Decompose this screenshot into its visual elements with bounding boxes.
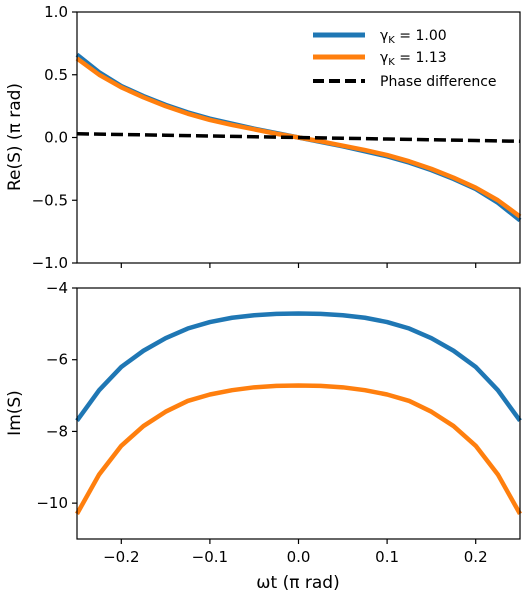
bottom-series-line-k-1-00 xyxy=(75,311,522,422)
top-y-axis-label: Re(S) (π rad) xyxy=(5,83,25,191)
bottom-yticks: −10 −8 −6 −4 xyxy=(36,279,77,512)
bottom-ytick-label: −6 xyxy=(46,351,68,369)
bottom-xtick-label: 0.1 xyxy=(375,548,399,566)
bottom-x-axis-label: ωt (π rad) xyxy=(256,573,339,593)
bottom-series-group xyxy=(75,311,522,516)
legend-label-phase-difference: Phase difference xyxy=(380,74,497,90)
top-ytick-label: 1.0 xyxy=(44,3,68,21)
bottom-xtick-label: 0.2 xyxy=(464,548,488,566)
top-panel: −1.0 −0.5 0.0 0.5 1.0 Re(S) (π rad) γK = 1.0… xyxy=(5,3,522,272)
top-ytick-label: −0.5 xyxy=(32,191,68,209)
bottom-xticks: −0.2 −0.1 0.0 0.1 0.2 xyxy=(103,539,488,566)
bottom-xtick-label: −0.1 xyxy=(192,548,228,566)
bottom-panel: −10 −8 −6 −4 −0.2 −0.1 0.0 0.1 0.2 Im(S) ωt (π … xyxy=(5,279,522,593)
bottom-xtick-label: −0.2 xyxy=(103,548,139,566)
bottom-xtick-label: 0.0 xyxy=(287,548,311,566)
top-series-group xyxy=(75,52,522,223)
bottom-ytick-label: −10 xyxy=(36,494,68,512)
top-series-line-phase-difference xyxy=(76,131,521,144)
legend-label-gamma-1-00: γK = 1.00 xyxy=(380,28,447,46)
top-xticks xyxy=(120,263,477,268)
bottom-axes-frame xyxy=(76,287,521,540)
legend: γK = 1.00 γK = 1.13 Phase difference xyxy=(313,28,497,90)
bottom-y-axis-label: Im(S) xyxy=(5,390,25,436)
top-ytick-label: −1.0 xyxy=(32,254,68,272)
top-ytick-label: 0.5 xyxy=(44,66,68,84)
bottom-series-line-k-1-13 xyxy=(75,383,522,516)
bottom-ytick-label: −8 xyxy=(46,422,68,440)
top-ytick-label: 0.0 xyxy=(44,129,68,147)
top-yticks: −1.0 −0.5 0.0 0.5 1.0 xyxy=(32,3,77,272)
legend-label-gamma-1-13: γK = 1.13 xyxy=(380,50,447,68)
bottom-ytick-label: −4 xyxy=(46,279,68,297)
